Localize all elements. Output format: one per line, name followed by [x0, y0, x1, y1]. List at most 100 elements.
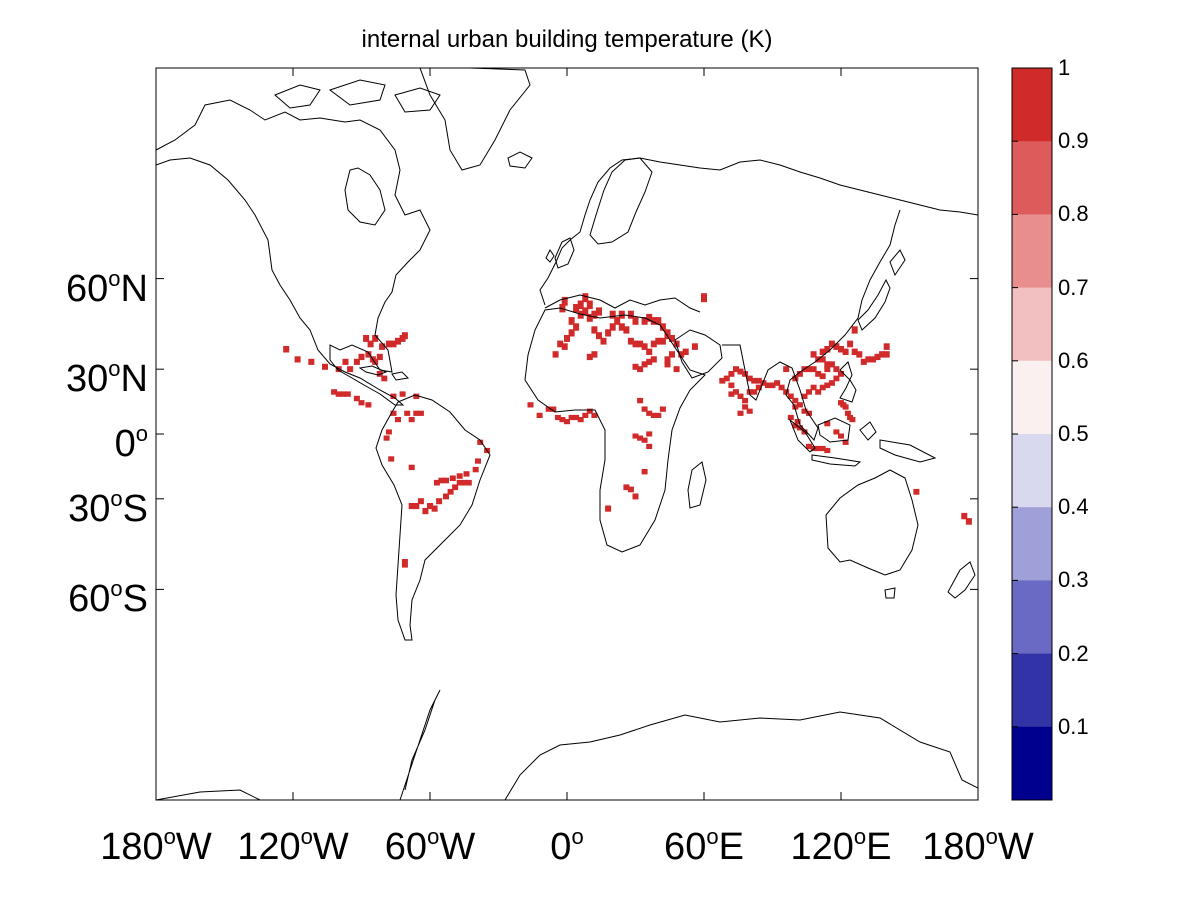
urban-cell	[582, 307, 589, 316]
colorbar-segment	[1012, 214, 1052, 289]
urban-cell	[691, 343, 698, 350]
colorbar-tick-label: 0.5	[1058, 421, 1089, 446]
urban-cell	[796, 402, 803, 408]
urban-cell	[385, 340, 392, 348]
urban-cell	[819, 356, 826, 363]
plot-background	[156, 68, 978, 800]
coastline-layer	[156, 68, 978, 800]
urban-cell	[815, 389, 822, 395]
urban-cell	[815, 371, 822, 377]
colorbar-segment	[1012, 580, 1052, 655]
urban-cell	[447, 488, 454, 495]
urban-cell	[641, 437, 648, 443]
urban-cell	[655, 337, 662, 345]
coastline-japan	[857, 249, 906, 331]
urban-cell	[627, 310, 634, 319]
urban-cell	[833, 343, 840, 350]
urban-cell	[586, 353, 593, 361]
urban-cell	[591, 351, 598, 358]
urban-cell	[363, 335, 370, 342]
colorbar-segment	[1012, 287, 1052, 362]
colorbar-tick-label: 0.7	[1058, 274, 1089, 300]
urban-cell	[646, 410, 653, 416]
urban-cell	[641, 406, 648, 412]
x-tick-label: 120oW	[237, 824, 349, 868]
urban-cell	[655, 412, 662, 418]
urban-cell	[417, 498, 424, 505]
urban-cell	[728, 382, 735, 389]
urban-cell	[819, 373, 826, 380]
urban-cell	[650, 356, 657, 363]
urban-cell	[632, 433, 639, 439]
urban-cell	[650, 340, 657, 348]
urban-cell	[545, 406, 552, 412]
urban-cell	[641, 469, 648, 475]
coastline-british-isles	[545, 237, 575, 269]
urban-cell	[806, 389, 812, 395]
y-tick-label: 60oN	[66, 265, 148, 310]
urban-cell	[586, 313, 593, 322]
urban-cell	[347, 366, 354, 373]
urban-cell	[828, 380, 835, 386]
urban-cell	[308, 358, 315, 365]
urban-cell	[879, 351, 886, 358]
urban-cell	[746, 408, 753, 414]
urban-cell	[591, 310, 598, 319]
urban-cell	[577, 417, 584, 423]
urban-cell	[874, 353, 881, 361]
colorbar-segment	[1012, 726, 1052, 801]
urban-cell	[833, 375, 840, 382]
urban-cell	[796, 371, 803, 377]
urban-cell	[824, 421, 831, 427]
urban-cell	[733, 366, 739, 373]
urban-cell	[385, 429, 392, 435]
urban-cell	[819, 384, 826, 391]
urban-cell	[554, 414, 561, 421]
urban-cell	[422, 507, 429, 515]
urban-cell	[728, 371, 735, 377]
coastline-philippines	[839, 361, 857, 403]
urban-cell	[443, 493, 449, 500]
coastline-cuba	[358, 365, 410, 381]
urban-cell	[331, 389, 338, 395]
urban-cell	[824, 361, 831, 368]
colorbar-tick-label: 0.2	[1058, 640, 1089, 666]
urban-cell	[381, 375, 388, 382]
urban-cell	[801, 408, 808, 414]
urban-cell	[794, 419, 801, 425]
urban-cell	[342, 358, 349, 365]
urban-cell	[399, 391, 406, 397]
urban-cell	[568, 329, 575, 337]
urban-cell	[659, 323, 666, 331]
urban-cell	[641, 343, 648, 350]
urban-cell	[806, 410, 812, 416]
urban-cell	[673, 366, 680, 373]
urban-cell	[618, 323, 625, 331]
urban-cell	[614, 317, 621, 325]
urban-cell	[806, 443, 812, 449]
urban-cell	[609, 323, 616, 331]
urban-cell	[838, 371, 844, 377]
urban-cell	[664, 361, 671, 368]
urban-cell	[774, 380, 781, 386]
coastline-greenland	[419, 68, 531, 171]
urban-cell	[632, 317, 639, 325]
urban-cell	[810, 351, 817, 358]
urban-cell	[828, 361, 835, 368]
urban-cell	[824, 346, 831, 353]
urban-cell	[461, 479, 468, 486]
x-tick-label: 180oW	[922, 824, 1034, 868]
urban-cell	[388, 456, 395, 462]
urban-cell	[646, 348, 653, 355]
x-tick-label: 60oW	[384, 824, 476, 868]
urban-cell	[641, 317, 648, 325]
urban-cell	[637, 340, 644, 348]
urban-cell	[860, 358, 867, 365]
urban-cell	[637, 366, 644, 373]
y-tick-label: 30oS	[68, 485, 148, 530]
coastline-asia-south	[722, 209, 901, 441]
urban-cell	[340, 391, 347, 397]
coastline-australia	[825, 469, 919, 599]
urban-cell	[751, 389, 758, 395]
